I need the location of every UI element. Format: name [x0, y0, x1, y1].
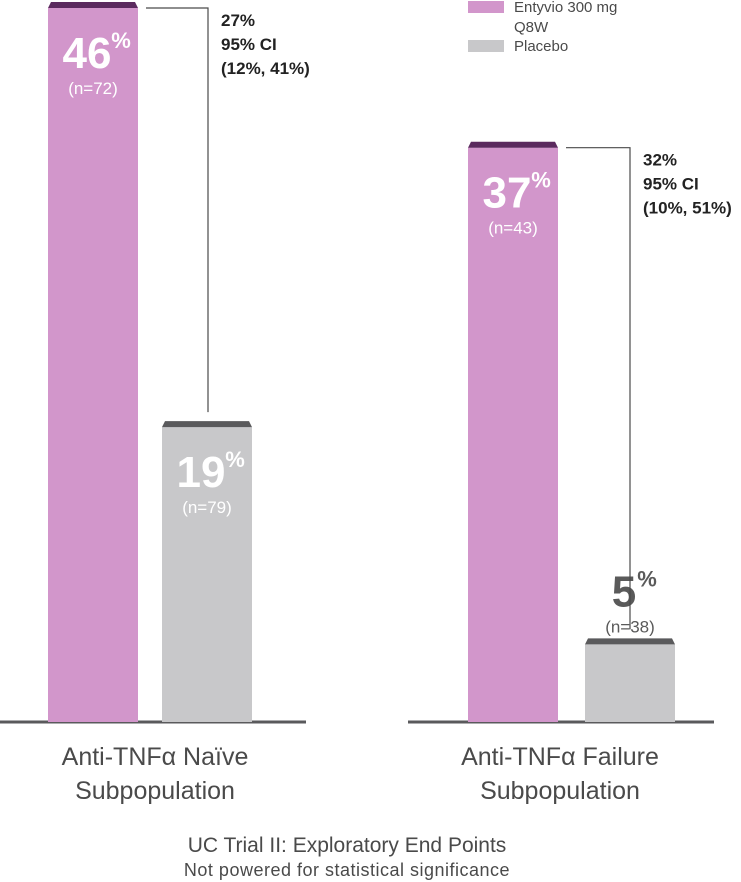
bar-cap-entyvio-2: [468, 141, 558, 148]
chart-title: UC Trial II: Exploratory End Points: [188, 834, 507, 857]
category-label: Subpopulation: [480, 777, 640, 805]
legend-swatch: [468, 40, 504, 52]
difference-annotation: (10%, 51%): [643, 199, 732, 218]
bar-cap-placebo-1: [162, 421, 252, 428]
bar-placebo-2: [585, 644, 675, 722]
bar-value-label: 37: [483, 169, 532, 218]
category-label: Subpopulation: [75, 777, 235, 805]
bar-entyvio-1: [48, 8, 138, 722]
category-label: Anti-TNFα Naïve: [62, 743, 249, 771]
bar-placebo-1: [162, 427, 252, 722]
bar-cap-placebo-2: [585, 638, 675, 645]
difference-annotation: 95% CI: [221, 35, 277, 54]
legend-label: Placebo: [514, 38, 568, 55]
legend-swatch: [468, 1, 504, 13]
bar-value-label: 46: [63, 29, 112, 78]
legend-label: Entyvio 300 mg: [514, 0, 617, 16]
difference-bracket-1: [146, 7, 209, 413]
bar-cap-entyvio-1: [48, 2, 138, 8]
chart-subtitle: Not powered for statistical significance: [184, 860, 510, 880]
legend-label: Q8W: [514, 19, 549, 36]
category-label: Anti-TNFα Failure: [461, 743, 659, 771]
bar-value-label: 19: [177, 448, 226, 497]
bar-entyvio-2: [468, 147, 558, 722]
bar-n-label: (n=43): [488, 219, 538, 238]
bar-value-unit: %: [531, 168, 551, 193]
difference-annotation: 27%: [221, 11, 255, 30]
difference-annotation: 95% CI: [643, 175, 699, 194]
bar-value-unit: %: [637, 566, 657, 591]
bar-n-label: (n=79): [182, 498, 232, 517]
difference-annotation: (12%, 41%): [221, 59, 310, 78]
difference-bracket-2: [566, 147, 631, 630]
bar-n-label: (n=72): [68, 79, 118, 98]
difference-annotation: 32%: [643, 151, 677, 170]
bar-value-unit: %: [111, 28, 131, 53]
bar-value-unit: %: [225, 447, 245, 472]
bar-value-label: 5: [612, 567, 636, 616]
